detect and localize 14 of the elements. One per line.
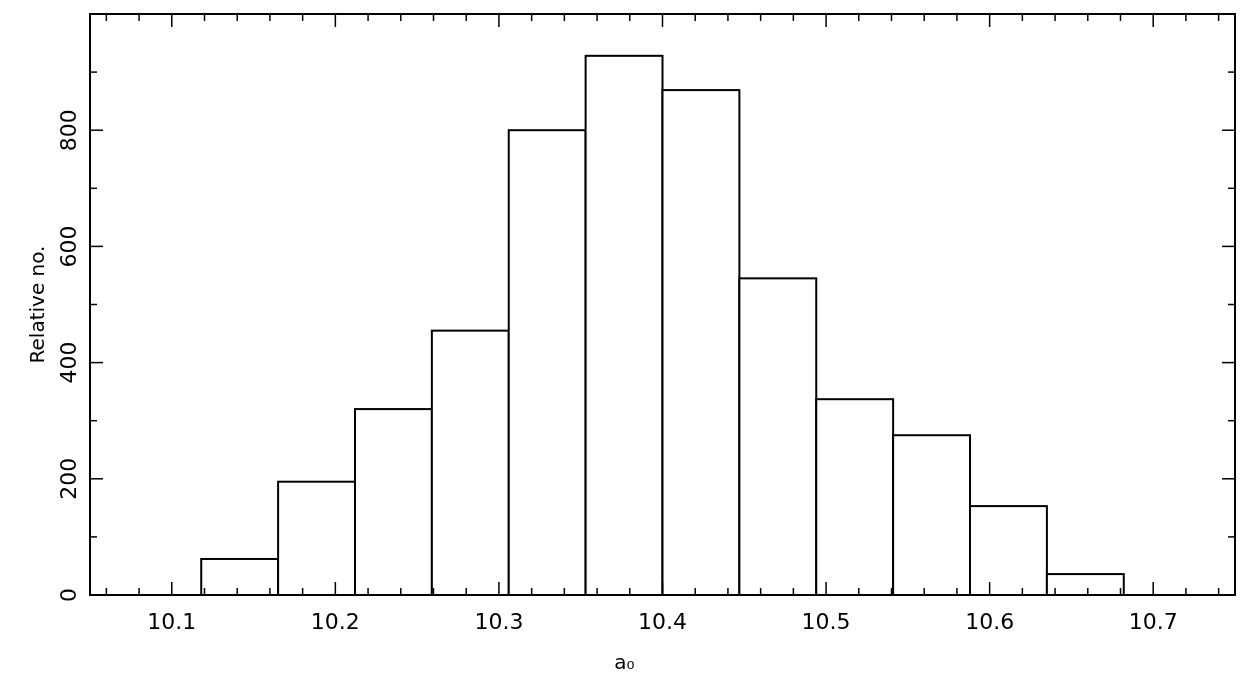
- x-tick-label: 10.4: [638, 609, 687, 634]
- y-tick-label: 400: [56, 341, 81, 384]
- y-tick-label: 0: [56, 588, 81, 602]
- x-tick-label: 10.3: [474, 609, 524, 634]
- y-tick-label: 800: [56, 109, 81, 152]
- x-tick-label: 10.5: [801, 609, 851, 634]
- x-tick-label: 10.2: [310, 609, 360, 634]
- x-axis-title: a₀: [614, 650, 635, 674]
- x-tick-label: 10.7: [1128, 609, 1178, 634]
- y-axis-title: Relative no.: [24, 245, 49, 364]
- y-tick-label: 200: [56, 457, 81, 500]
- x-tick-label: 10.6: [965, 609, 1015, 634]
- x-tick-label: 10.1: [147, 609, 197, 634]
- y-tick-label: 600: [56, 225, 81, 268]
